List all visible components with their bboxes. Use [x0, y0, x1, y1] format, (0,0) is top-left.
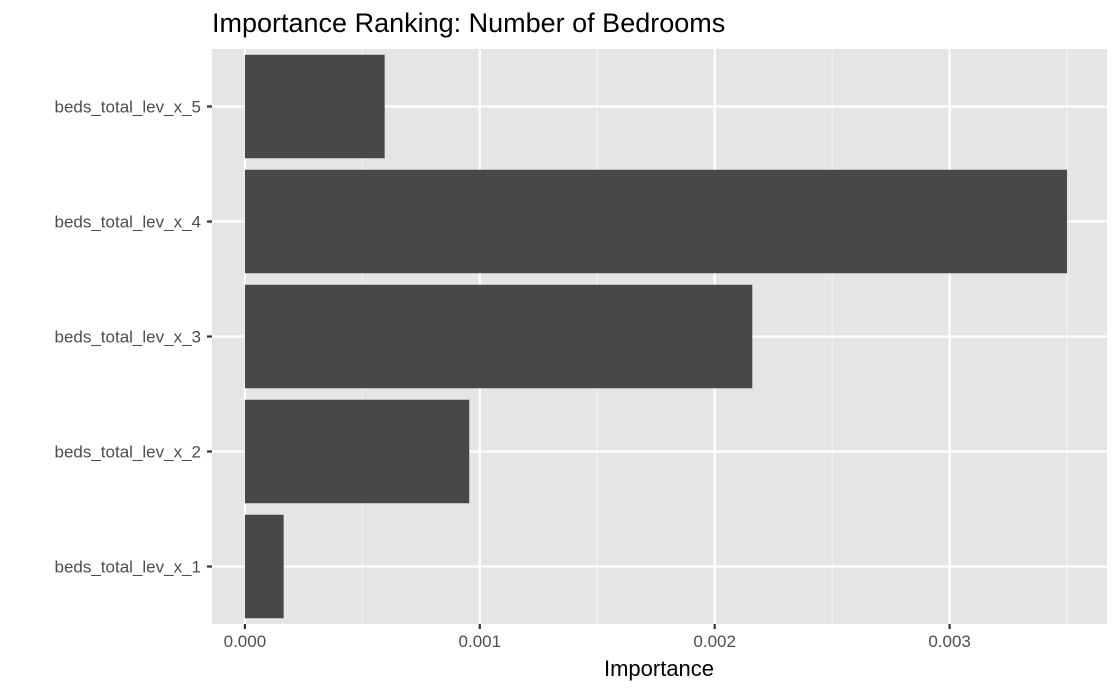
y-tick-label: beds_total_lev_x_3 [54, 328, 201, 347]
bar-beds_total_lev_x_4 [244, 169, 1068, 274]
bars [244, 54, 1068, 619]
y-tick-label: beds_total_lev_x_1 [54, 558, 201, 577]
bar-beds_total_lev_x_3 [244, 284, 753, 389]
bar-beds_total_lev_x_1 [244, 514, 284, 619]
x-axis: 0.000 0.001 0.002 0.003 [224, 624, 971, 651]
x-tick-label: 0.002 [693, 632, 736, 651]
x-tick-label: 0.000 [224, 632, 267, 651]
chart-title: Importance Ranking: Number of Bedrooms [212, 8, 725, 38]
y-tick-label: beds_total_lev_x_2 [54, 443, 201, 462]
bar-beds_total_lev_x_2 [244, 399, 470, 504]
x-axis-title: Importance [604, 656, 714, 681]
y-tick-label: beds_total_lev_x_4 [54, 213, 201, 232]
y-axis: beds_total_lev_x_1 beds_total_lev_x_2 beds… [54, 98, 212, 577]
x-tick-label: 0.001 [459, 632, 502, 651]
x-tick-label: 0.003 [928, 632, 971, 651]
y-tick-label: beds_total_lev_x_5 [54, 98, 201, 117]
bar-beds_total_lev_x_5 [244, 54, 385, 159]
